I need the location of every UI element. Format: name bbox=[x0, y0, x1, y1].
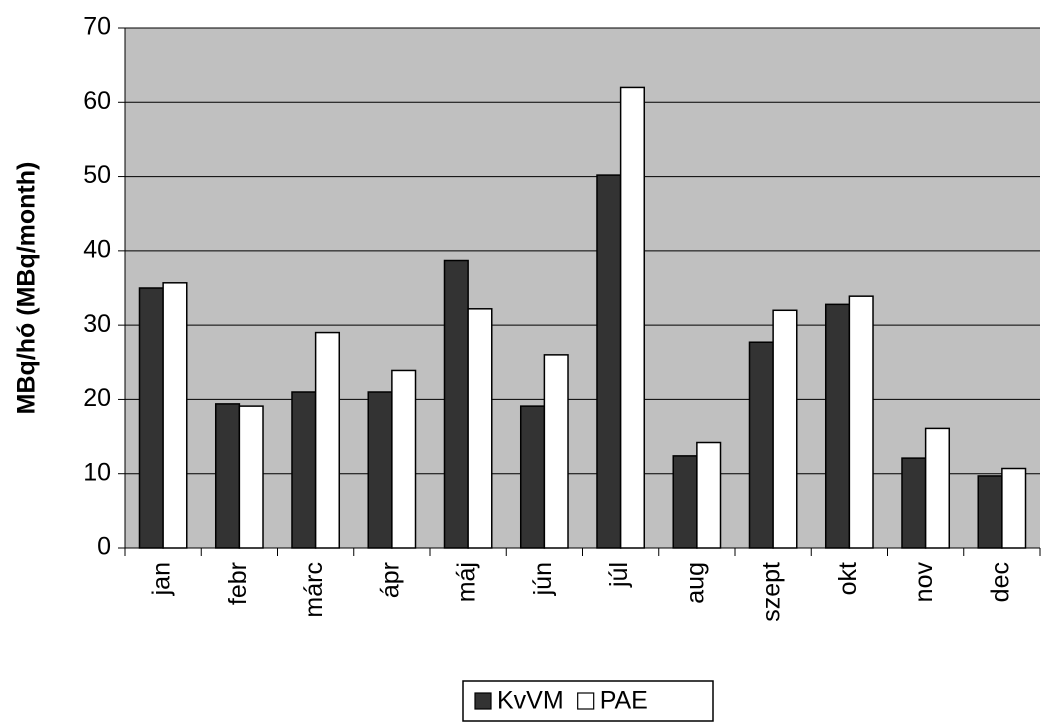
bar bbox=[748, 341, 774, 549]
y-axis-label: MBq/hó (MBq/month) bbox=[13, 162, 41, 415]
legend-swatch bbox=[474, 692, 492, 710]
y-tick-label: 20 bbox=[83, 384, 111, 412]
y-tick-label: 30 bbox=[83, 310, 111, 338]
bar bbox=[238, 405, 264, 549]
y-tick-label: 60 bbox=[83, 87, 111, 115]
bar bbox=[467, 308, 493, 549]
x-tick-label: jan bbox=[148, 562, 176, 596]
bar bbox=[619, 86, 646, 549]
x-tick-label: dec bbox=[986, 562, 1014, 602]
bar bbox=[824, 303, 851, 549]
x-tick-label: márc bbox=[300, 562, 328, 618]
bar bbox=[367, 391, 393, 549]
x-tick-label: júl bbox=[605, 562, 633, 588]
bar bbox=[848, 295, 874, 549]
bar bbox=[138, 287, 164, 549]
y-tick-label: 50 bbox=[83, 161, 111, 189]
x-tick-label: febr bbox=[224, 562, 252, 605]
y-tick-label: 40 bbox=[83, 235, 111, 263]
bar bbox=[1001, 467, 1027, 549]
x-tick-label: szept bbox=[758, 562, 786, 622]
bar bbox=[924, 427, 951, 549]
bar bbox=[596, 174, 622, 549]
x-tick-label: ápr bbox=[376, 562, 404, 598]
x-tick-label: aug bbox=[681, 562, 709, 604]
plot-area bbox=[125, 28, 1040, 548]
x-tick-label: jún bbox=[529, 562, 557, 596]
legend-swatch bbox=[577, 692, 595, 710]
x-tick-label: máj bbox=[453, 562, 481, 602]
bar bbox=[391, 369, 417, 549]
legend-label: PAE bbox=[600, 687, 648, 715]
bar bbox=[901, 457, 927, 549]
bar bbox=[977, 475, 1003, 549]
y-tick-label: 0 bbox=[97, 533, 111, 561]
bar bbox=[291, 391, 317, 549]
bar bbox=[314, 331, 341, 549]
legend-label: KvVM bbox=[497, 687, 564, 715]
bar bbox=[214, 403, 241, 549]
bar bbox=[696, 441, 722, 549]
x-tick-label: nov bbox=[910, 562, 938, 603]
x-tick-label: okt bbox=[834, 562, 862, 595]
bar bbox=[519, 405, 546, 549]
bar bbox=[672, 455, 698, 549]
bar bbox=[543, 354, 569, 549]
bar bbox=[162, 282, 188, 549]
y-tick-label: 10 bbox=[83, 458, 111, 486]
bar bbox=[443, 259, 469, 549]
y-tick-label: 70 bbox=[83, 13, 111, 41]
bar bbox=[772, 309, 798, 549]
